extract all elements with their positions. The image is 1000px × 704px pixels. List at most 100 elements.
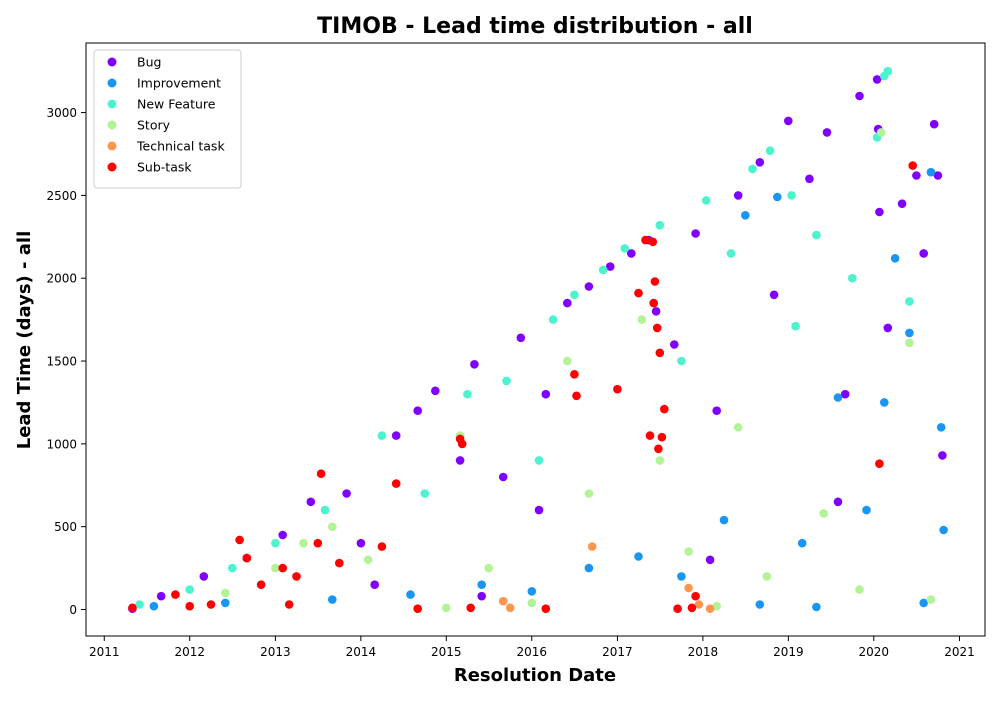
point-bug bbox=[734, 191, 743, 200]
y-tick-label: 0 bbox=[69, 603, 77, 617]
point-sub-task bbox=[660, 405, 669, 414]
legend-label: Bug bbox=[137, 55, 161, 70]
point-sub-task bbox=[466, 604, 475, 613]
point-bug bbox=[712, 406, 721, 415]
point-sub-task bbox=[570, 370, 579, 379]
point-sub-task bbox=[875, 459, 884, 468]
point-improvement bbox=[634, 552, 643, 561]
point-sub-task bbox=[658, 433, 667, 442]
point-bug bbox=[392, 431, 401, 440]
point-sub-task bbox=[653, 324, 662, 333]
point-bug bbox=[370, 580, 379, 589]
point-sub-task bbox=[378, 542, 387, 551]
point-improvement bbox=[677, 572, 686, 581]
point-bug bbox=[770, 291, 779, 300]
point-new-feature bbox=[727, 249, 736, 258]
point-new-feature bbox=[378, 431, 387, 440]
x-tick-label: 2014 bbox=[346, 645, 377, 659]
point-bug bbox=[431, 387, 440, 396]
point-bug bbox=[477, 592, 486, 601]
legend-label: Story bbox=[137, 118, 171, 133]
point-story bbox=[528, 599, 537, 608]
point-sub-task bbox=[654, 445, 663, 454]
point-improvement bbox=[477, 580, 486, 589]
point-sub-task bbox=[649, 238, 658, 247]
point-bug bbox=[357, 539, 366, 548]
point-improvement bbox=[221, 599, 230, 608]
point-improvement bbox=[927, 168, 936, 177]
point-story bbox=[638, 315, 647, 324]
point-story bbox=[563, 357, 572, 366]
point-bug bbox=[823, 128, 832, 137]
legend-label: Technical task bbox=[136, 139, 225, 154]
point-bug bbox=[805, 175, 814, 184]
point-bug bbox=[307, 498, 316, 507]
legend-marker bbox=[108, 142, 117, 151]
x-tick-label: 2015 bbox=[431, 645, 462, 659]
legend: Bug Improvement New Feature Story Technical … bbox=[94, 50, 241, 188]
legend-marker bbox=[108, 58, 117, 67]
point-sub-task bbox=[285, 600, 294, 609]
point-story bbox=[328, 522, 337, 531]
point-new-feature bbox=[321, 506, 330, 515]
point-story bbox=[684, 547, 693, 556]
point-sub-task bbox=[207, 600, 216, 609]
point-new-feature bbox=[656, 221, 665, 230]
point-improvement bbox=[937, 423, 946, 432]
point-new-feature bbox=[549, 315, 558, 324]
legend-marker bbox=[108, 79, 117, 88]
point-new-feature bbox=[677, 357, 686, 366]
legend-label: New Feature bbox=[137, 97, 216, 112]
point-bug bbox=[563, 299, 572, 308]
x-tick-label: 2012 bbox=[174, 645, 205, 659]
point-improvement bbox=[585, 564, 594, 573]
point-story bbox=[877, 128, 886, 137]
point-sub-task bbox=[673, 604, 682, 613]
point-bug bbox=[342, 489, 351, 498]
point-new-feature bbox=[502, 377, 511, 386]
point-bug bbox=[670, 340, 679, 349]
point-bug bbox=[912, 171, 921, 180]
point-improvement bbox=[741, 211, 750, 220]
point-bug bbox=[652, 307, 661, 316]
point-story bbox=[299, 539, 308, 548]
y-tick-label: 1500 bbox=[46, 355, 77, 369]
point-improvement bbox=[406, 590, 415, 599]
point-sub-task bbox=[688, 604, 697, 613]
point-sub-task bbox=[317, 469, 326, 478]
point-new-feature bbox=[748, 165, 757, 174]
point-story bbox=[585, 489, 594, 498]
point-bug bbox=[706, 556, 715, 565]
point-story bbox=[819, 509, 828, 518]
legend-marker bbox=[108, 100, 117, 109]
point-sub-task bbox=[278, 564, 287, 573]
point-sub-task bbox=[392, 479, 401, 488]
point-bug bbox=[884, 324, 893, 333]
x-tick-label: 2017 bbox=[602, 645, 633, 659]
point-improvement bbox=[905, 329, 914, 338]
point-improvement bbox=[812, 603, 821, 612]
point-story bbox=[855, 585, 864, 594]
point-bug bbox=[938, 451, 947, 460]
point-improvement bbox=[880, 398, 889, 407]
point-sub-task bbox=[542, 604, 551, 613]
point-story bbox=[364, 556, 373, 565]
point-improvement bbox=[798, 539, 807, 548]
y-tick-label: 1000 bbox=[46, 437, 77, 451]
point-new-feature bbox=[702, 196, 711, 205]
point-improvement bbox=[150, 602, 159, 611]
point-technical-task bbox=[706, 604, 715, 613]
point-bug bbox=[691, 229, 700, 238]
y-tick-label: 500 bbox=[54, 520, 77, 534]
x-tick-label: 2013 bbox=[260, 645, 291, 659]
point-new-feature bbox=[570, 291, 579, 300]
point-technical-task bbox=[499, 597, 508, 606]
point-sub-task bbox=[613, 385, 622, 394]
point-bug bbox=[413, 406, 422, 415]
point-sub-task bbox=[651, 277, 660, 286]
point-improvement bbox=[720, 516, 729, 525]
point-new-feature bbox=[463, 390, 472, 399]
x-tick-label: 2016 bbox=[516, 645, 547, 659]
